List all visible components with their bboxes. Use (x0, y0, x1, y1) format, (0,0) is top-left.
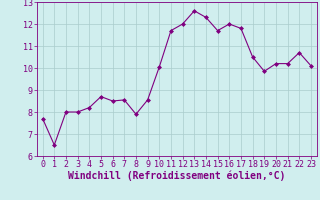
X-axis label: Windchill (Refroidissement éolien,°C): Windchill (Refroidissement éolien,°C) (68, 171, 285, 181)
